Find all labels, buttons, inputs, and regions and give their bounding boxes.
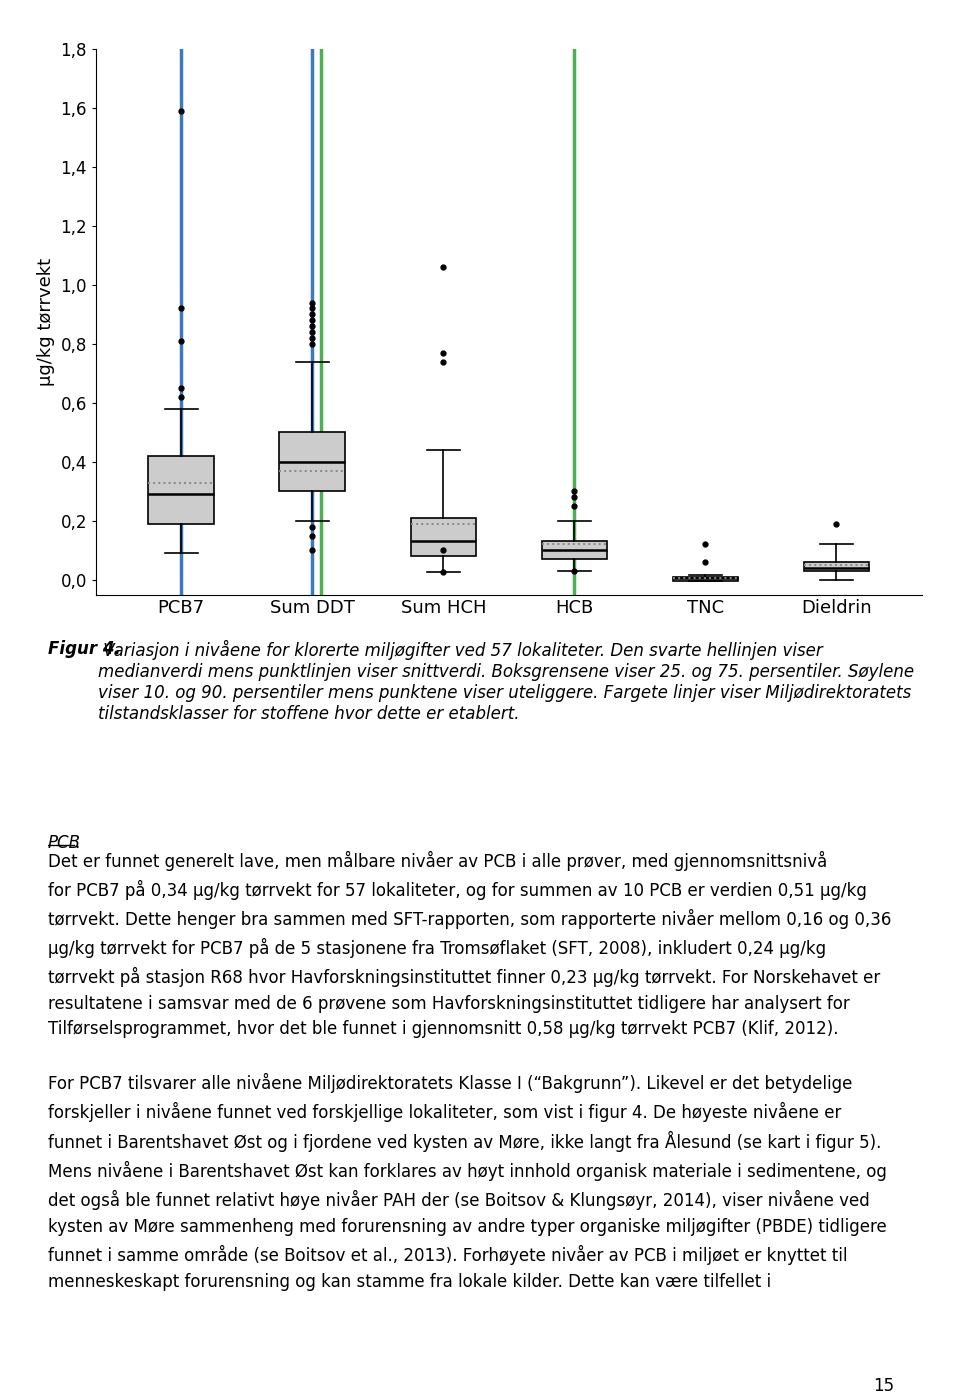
Text: Det er funnet generelt lave, men målbare nivåer av PCB i alle prøver, med gjenno: Det er funnet generelt lave, men målbare…: [48, 851, 892, 1290]
PathPatch shape: [541, 541, 607, 560]
Text: .: .: [74, 834, 79, 852]
PathPatch shape: [149, 456, 214, 523]
Y-axis label: µg/kg tørrvekt: µg/kg tørrvekt: [36, 257, 55, 386]
Text: PCB: PCB: [48, 834, 81, 852]
PathPatch shape: [804, 562, 869, 571]
Text: Variasjon i nivåene for klorerte miljøgifter ved 57 lokaliteter. Den svarte hell: Variasjon i nivåene for klorerte miljøgi…: [98, 641, 914, 723]
PathPatch shape: [673, 576, 738, 582]
PathPatch shape: [411, 518, 476, 557]
PathPatch shape: [279, 432, 345, 491]
Text: Figur 4.: Figur 4.: [48, 641, 121, 658]
Text: 15: 15: [874, 1377, 895, 1395]
